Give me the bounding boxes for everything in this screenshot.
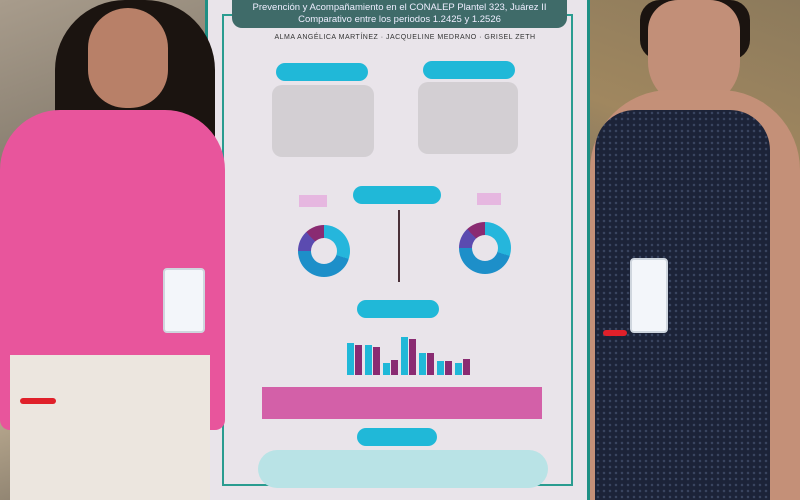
divider [398,210,400,282]
right-person-badge [630,258,668,333]
left-person-bracelet [20,398,56,404]
summary-band [262,387,542,419]
bar [365,345,372,375]
section-pill-results [353,186,441,204]
bar [401,337,408,375]
bar [373,347,380,375]
conclusions-box [258,450,548,488]
section-pill-intro [276,63,368,81]
left-person-white-pants [10,355,210,500]
donut-chart-2 [459,222,511,274]
bar [355,345,362,375]
right-person-bracelet [603,330,627,336]
donut-chart-1 [298,225,350,277]
bar [437,361,444,375]
section-pill-method [423,61,515,79]
poster-authors: ALMA ANGÉLICA MARTÍNEZ · JACQUELINE MEDR… [274,34,536,41]
right-person-dark-dress [595,110,770,500]
bar [463,359,470,375]
text-block-intro [272,85,374,157]
bar-chart [345,335,470,375]
left-person-badge [163,268,205,333]
bar [383,363,390,375]
section-pill-comparison [357,300,439,318]
text-block-method [418,82,518,154]
title-line-2: Comparativo entre los periodos 1.2425 y … [298,14,501,25]
bar [455,363,462,375]
section-pill-conclusions [357,428,437,446]
bar [427,353,434,375]
poster-title: Prevención y Acompañamiento en el CONALE… [232,0,567,28]
bar [419,353,426,375]
left-person-face [88,8,168,108]
period-tag-2 [477,193,501,205]
bar [409,339,416,375]
title-line-1: Prevención y Acompañamiento en el CONALE… [252,2,547,13]
bar [391,360,398,375]
bar [347,343,354,375]
bar [445,361,452,375]
period-tag-1 [299,195,327,207]
